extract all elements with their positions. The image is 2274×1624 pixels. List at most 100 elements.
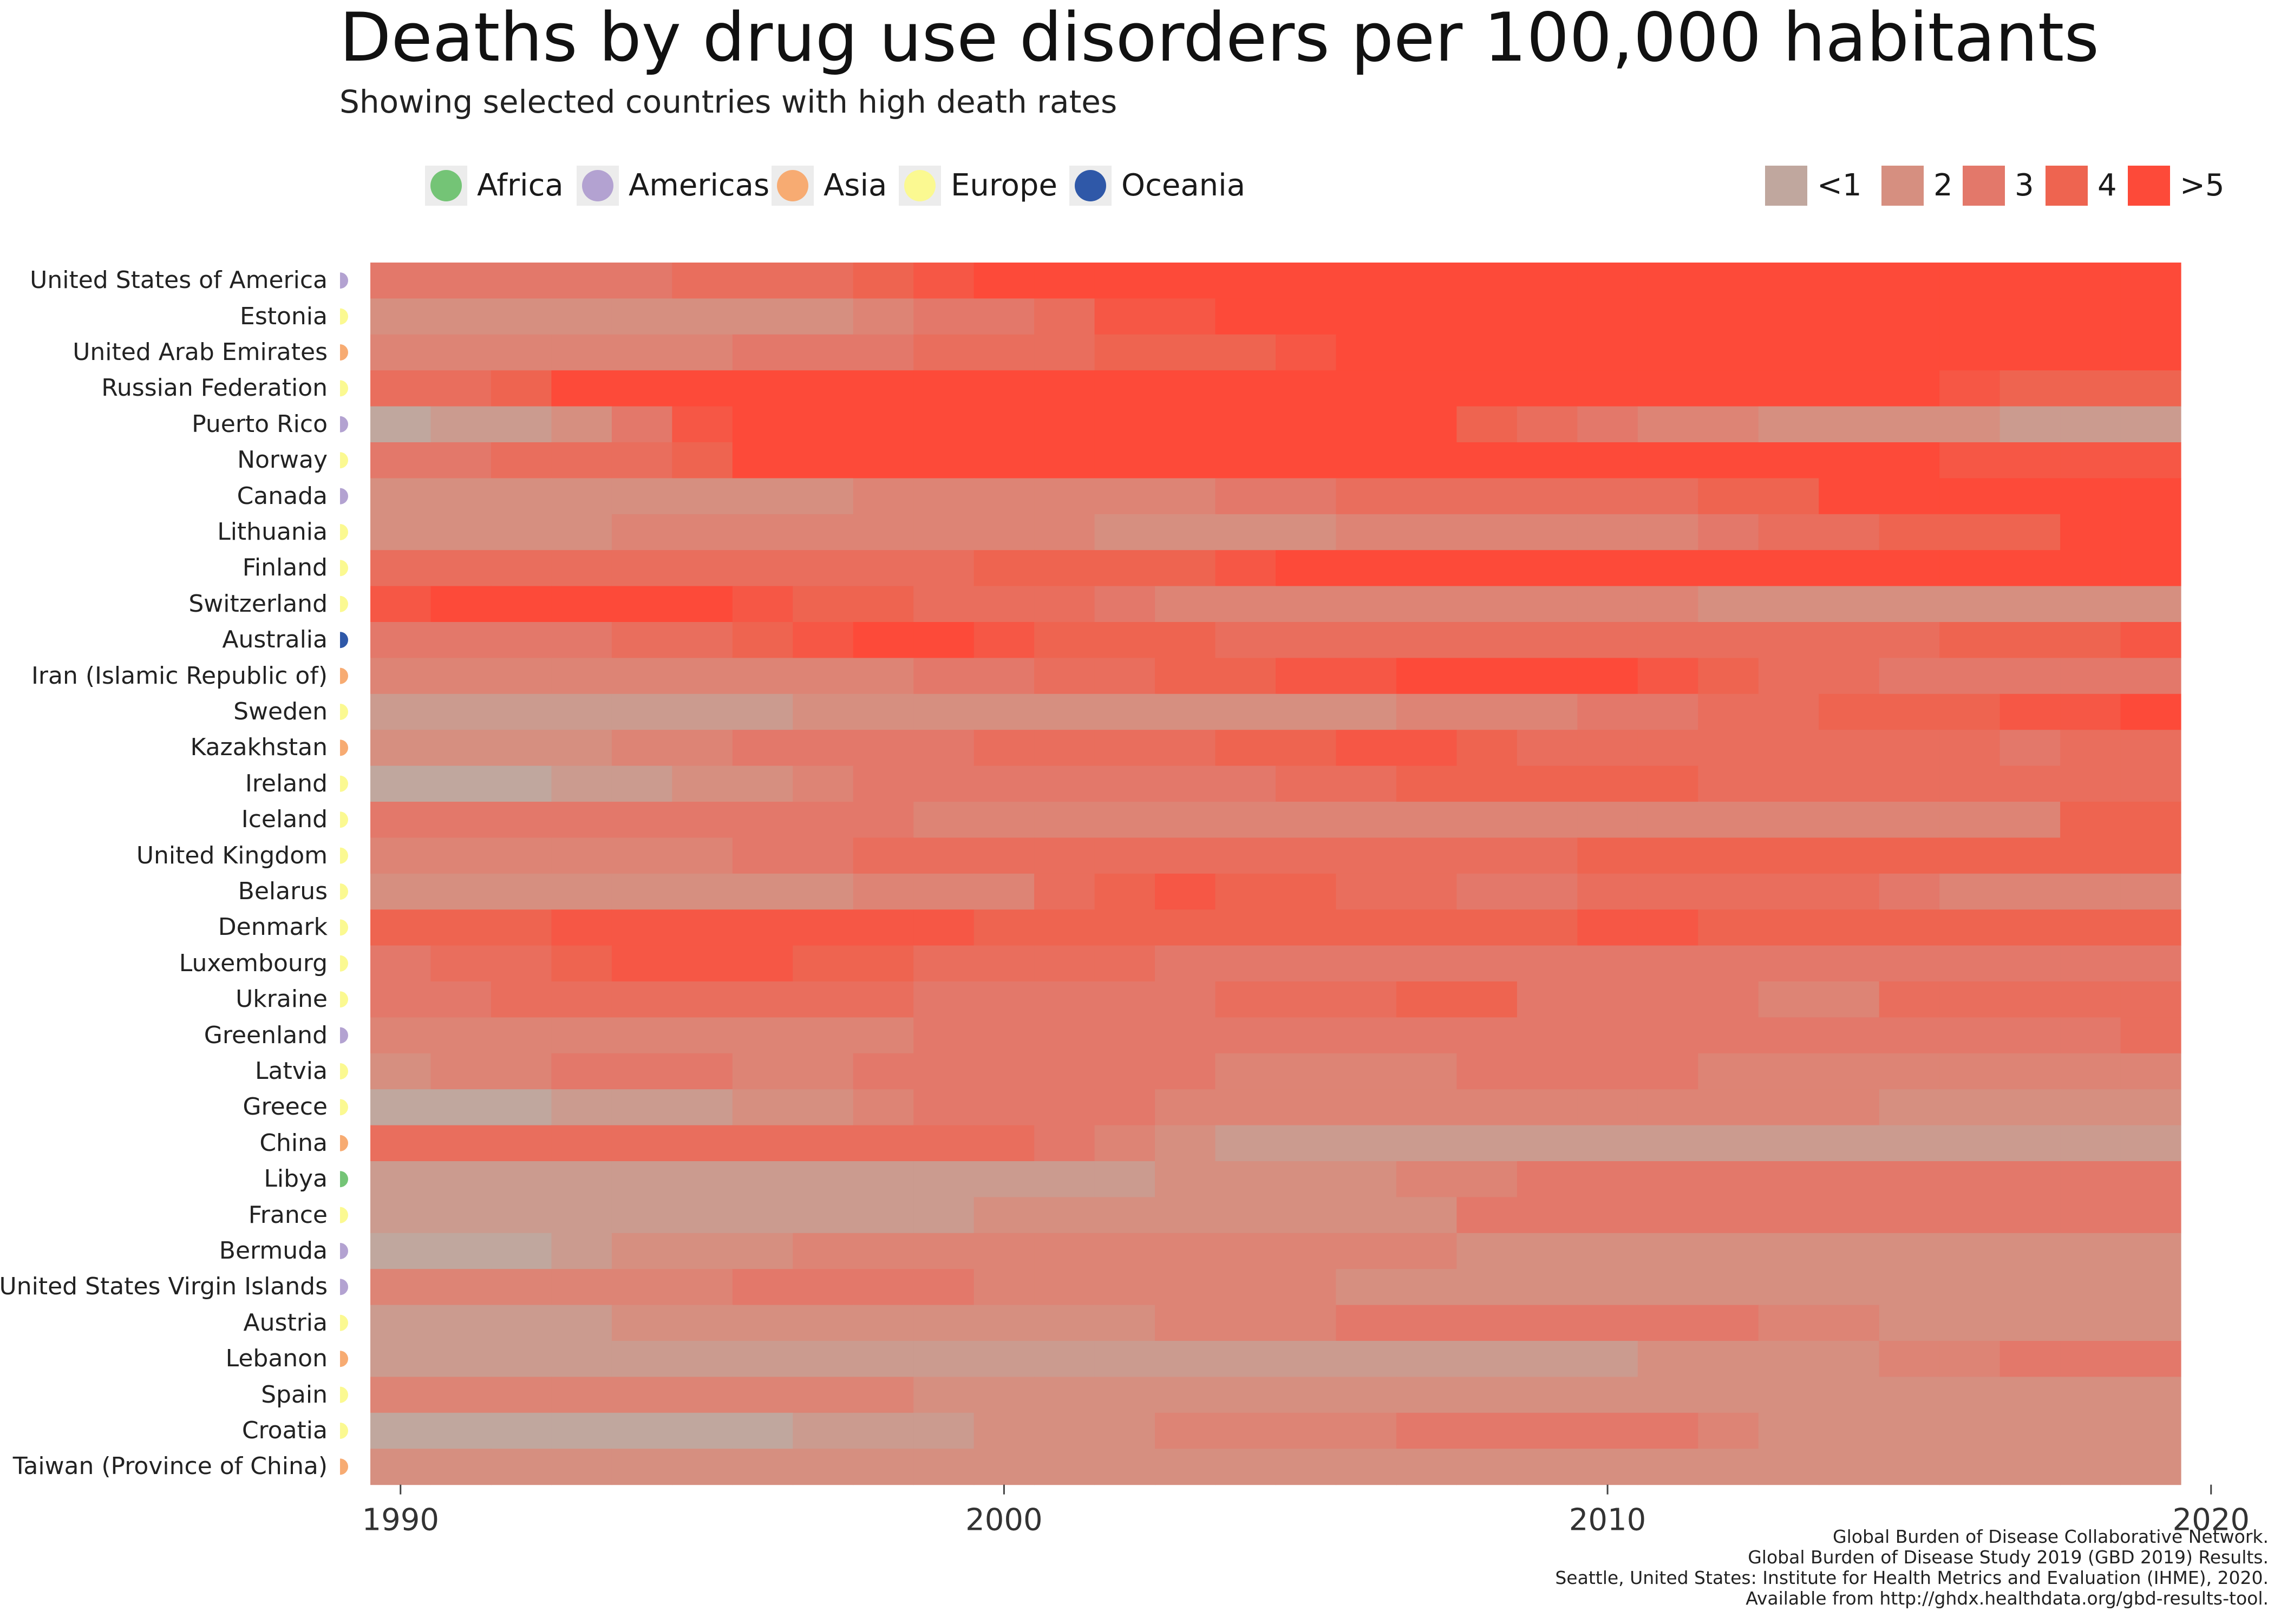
heatmap-cell bbox=[1999, 478, 2061, 515]
legend-item-asia[interactable]: Asia bbox=[772, 161, 887, 210]
heatmap-cell bbox=[1336, 981, 1397, 1018]
heatmap-cell bbox=[1879, 1017, 1940, 1054]
heatmap-cell bbox=[672, 370, 733, 407]
heatmap-cell bbox=[1276, 945, 1337, 982]
heatmap-cell bbox=[611, 802, 672, 838]
heatmap-cell bbox=[973, 1125, 1035, 1162]
heatmap-cell bbox=[1336, 1341, 1397, 1377]
heatmap-cell bbox=[1034, 1125, 1095, 1162]
heatmap-cell bbox=[1094, 1125, 1155, 1162]
heatmap-cell bbox=[551, 658, 612, 695]
heatmap-cell bbox=[853, 730, 914, 767]
heatmap-cell bbox=[1879, 1125, 1940, 1162]
heatmap-cell bbox=[1819, 442, 1880, 479]
heatmap-cell bbox=[1336, 1089, 1397, 1126]
heatmap-cell bbox=[1637, 1017, 1698, 1054]
heatmap-cell bbox=[1034, 1197, 1095, 1234]
heatmap-cell bbox=[1336, 1269, 1397, 1306]
heatmap-cell bbox=[1396, 370, 1457, 407]
heatmap-cell bbox=[1456, 298, 1518, 335]
heatmap-cell bbox=[1819, 658, 1880, 695]
heatmap-cell bbox=[1094, 802, 1155, 838]
heatmap-cell bbox=[2120, 730, 2181, 767]
scale-item: >5 bbox=[2128, 161, 2225, 210]
heatmap-cell bbox=[1336, 802, 1397, 838]
heatmap-cell bbox=[1155, 945, 1216, 982]
heatmap-cell bbox=[1034, 370, 1095, 407]
heatmap-cell bbox=[1456, 765, 1518, 802]
heatmap-cell bbox=[793, 1233, 854, 1269]
heatmap-cell bbox=[1939, 909, 2001, 946]
heatmap-cell bbox=[1999, 945, 2061, 982]
scale-label: 3 bbox=[2015, 168, 2034, 203]
heatmap-cell bbox=[913, 370, 975, 407]
country-label: United Arab Emirates bbox=[73, 338, 328, 366]
legend-item-africa[interactable]: Africa bbox=[425, 161, 564, 210]
heatmap-cell bbox=[732, 1269, 793, 1306]
heatmap-cell bbox=[370, 263, 432, 299]
heatmap-cell bbox=[1819, 1089, 1880, 1126]
heatmap-cell bbox=[1215, 1017, 1276, 1054]
legend-item-oceania[interactable]: Oceania bbox=[1069, 161, 1245, 210]
heatmap-cell bbox=[1517, 298, 1578, 335]
heatmap-cell bbox=[491, 909, 552, 946]
heatmap-cell bbox=[1698, 1161, 1759, 1197]
heatmap-cell bbox=[2060, 1412, 2121, 1449]
heatmap-cell bbox=[672, 622, 733, 658]
heatmap-cell bbox=[1276, 550, 1337, 587]
scale-item: 3 bbox=[1963, 161, 2034, 210]
heatmap-cell bbox=[1276, 622, 1337, 658]
heatmap-cell bbox=[1396, 1341, 1457, 1377]
heatmap-cell bbox=[1758, 909, 1819, 946]
heatmap-cell bbox=[672, 1161, 733, 1197]
country-label: Bermuda bbox=[219, 1237, 328, 1265]
heatmap-cell bbox=[1819, 1341, 1880, 1377]
heatmap-cell bbox=[1215, 478, 1276, 515]
heatmap-cell bbox=[1698, 1233, 1759, 1269]
heatmap-cell bbox=[732, 1197, 793, 1234]
heatmap-cell bbox=[973, 1377, 1035, 1413]
heatmap-cell bbox=[913, 514, 975, 551]
heatmap-cell bbox=[1336, 514, 1397, 551]
legend-item-europe[interactable]: Europe bbox=[899, 161, 1057, 210]
heatmap-cell bbox=[973, 406, 1035, 443]
heatmap-cell bbox=[1034, 837, 1095, 874]
heatmap-cell bbox=[1577, 693, 1638, 730]
heatmap-cell bbox=[913, 442, 975, 479]
heatmap-cell bbox=[1939, 1449, 2001, 1485]
heatmap-cell bbox=[370, 981, 432, 1018]
heatmap-cell bbox=[1456, 514, 1518, 551]
heatmap-cell bbox=[1215, 1233, 1276, 1269]
heatmap-cell bbox=[1034, 442, 1095, 479]
heatmap-cell bbox=[1034, 693, 1095, 730]
heatmap-cell bbox=[551, 1449, 612, 1485]
heatmap-cell bbox=[2060, 622, 2121, 658]
heatmap-cell bbox=[611, 406, 672, 443]
country-label: Croatia bbox=[241, 1417, 328, 1444]
heatmap-cell bbox=[1155, 765, 1216, 802]
heatmap-cell bbox=[913, 1161, 975, 1197]
heatmap-cell bbox=[1034, 1412, 1095, 1449]
heatmap-cell bbox=[611, 622, 672, 658]
heatmap-cell bbox=[430, 1412, 492, 1449]
heatmap-cell bbox=[611, 658, 672, 695]
heatmap-cell bbox=[1577, 334, 1638, 371]
heatmap-cell bbox=[672, 945, 733, 982]
heatmap-cell bbox=[1698, 1449, 1759, 1485]
heatmap-cell bbox=[551, 1341, 612, 1377]
country-label: Luxembourg bbox=[179, 949, 328, 977]
heatmap-cell bbox=[1517, 622, 1578, 658]
heatmap-cell bbox=[1517, 1017, 1578, 1054]
legend-item-americas[interactable]: Americas bbox=[577, 161, 769, 210]
region-marker-icon bbox=[340, 380, 348, 397]
heatmap-cell bbox=[2120, 1053, 2181, 1090]
heatmap-cell bbox=[611, 334, 672, 371]
heatmap-cell bbox=[551, 1197, 612, 1234]
heatmap-cell bbox=[1276, 586, 1337, 623]
heatmap-cell bbox=[1819, 263, 1880, 299]
heatmap-cell bbox=[1999, 1269, 2061, 1306]
heatmap-cell bbox=[1336, 1412, 1397, 1449]
heatmap-cell bbox=[1456, 1161, 1518, 1197]
heatmap-cell bbox=[1276, 909, 1337, 946]
heatmap-cell bbox=[732, 765, 793, 802]
